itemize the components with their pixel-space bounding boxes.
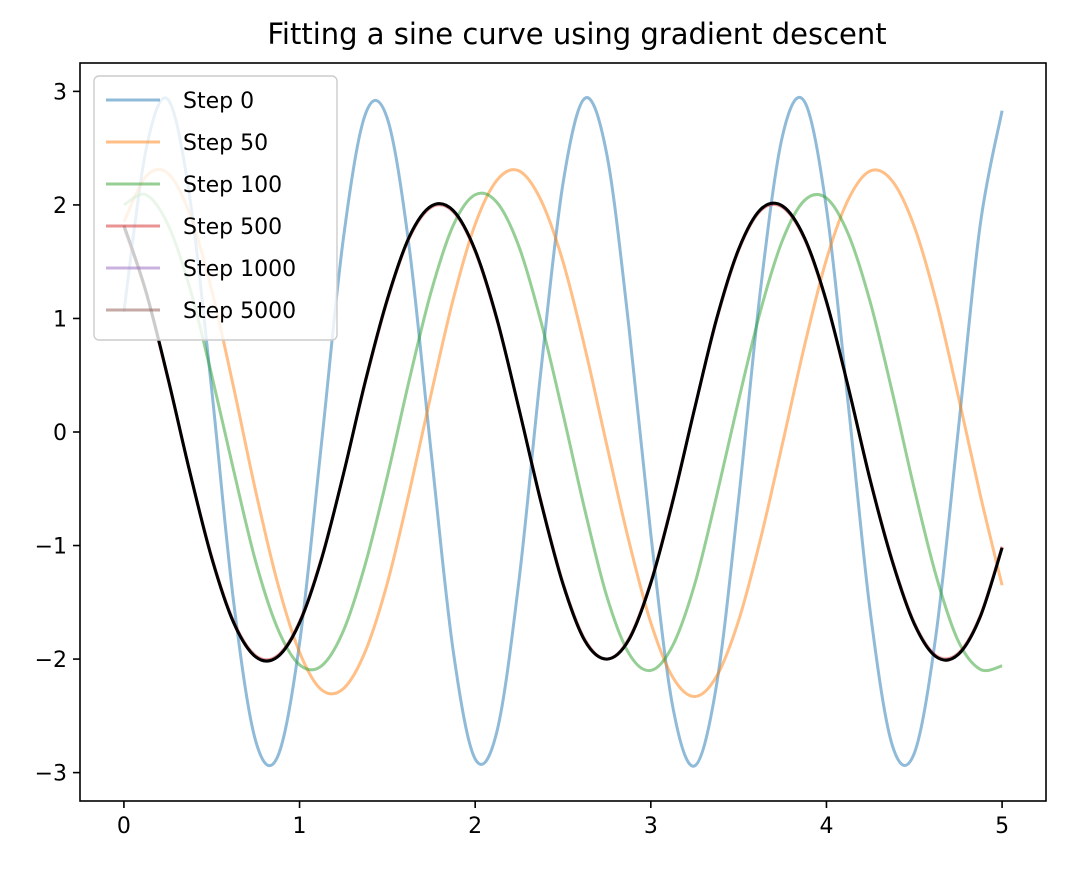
y-tick-label: −1: [35, 535, 67, 560]
x-tick-label: 3: [644, 814, 658, 839]
chart-title: Fitting a sine curve using gradient desc…: [267, 17, 886, 51]
y-tick-label: 0: [53, 421, 67, 446]
legend-label-step-1000: Step 1000: [183, 257, 296, 282]
legend-label-step-100: Step 100: [183, 173, 282, 198]
x-axis: 0 1 2 3 4 5: [117, 801, 1009, 839]
y-tick-label: −3: [35, 762, 67, 787]
y-tick-label: −2: [35, 648, 67, 673]
series-line-step-100: [123, 191, 1003, 673]
legend-label-step-500: Step 500: [183, 215, 282, 240]
legend-label-step-0: Step 0: [183, 89, 254, 114]
y-tick-label: 2: [53, 194, 67, 219]
x-tick-label: 2: [468, 814, 482, 839]
y-tick-label: 1: [53, 307, 67, 332]
plot-area: [122, 95, 1004, 768]
y-axis: −3 −2 −1 0 1 2 3: [35, 80, 80, 787]
series-line-step-50: [122, 167, 1004, 699]
legend-label-step-50: Step 50: [183, 131, 268, 156]
x-tick-label: 5: [995, 814, 1009, 839]
x-tick-label: 1: [293, 814, 307, 839]
x-tick-label: 0: [117, 814, 131, 839]
legend: Step 0 Step 50 Step 100 Step 500 Step 1000 St…: [93, 75, 338, 341]
x-tick-label: 4: [819, 814, 833, 839]
y-tick-label: 3: [53, 80, 67, 105]
series-line-step-0: [122, 95, 1004, 768]
legend-label-step-5000: Step 5000: [183, 299, 296, 324]
series-line-black: [122, 201, 1004, 663]
